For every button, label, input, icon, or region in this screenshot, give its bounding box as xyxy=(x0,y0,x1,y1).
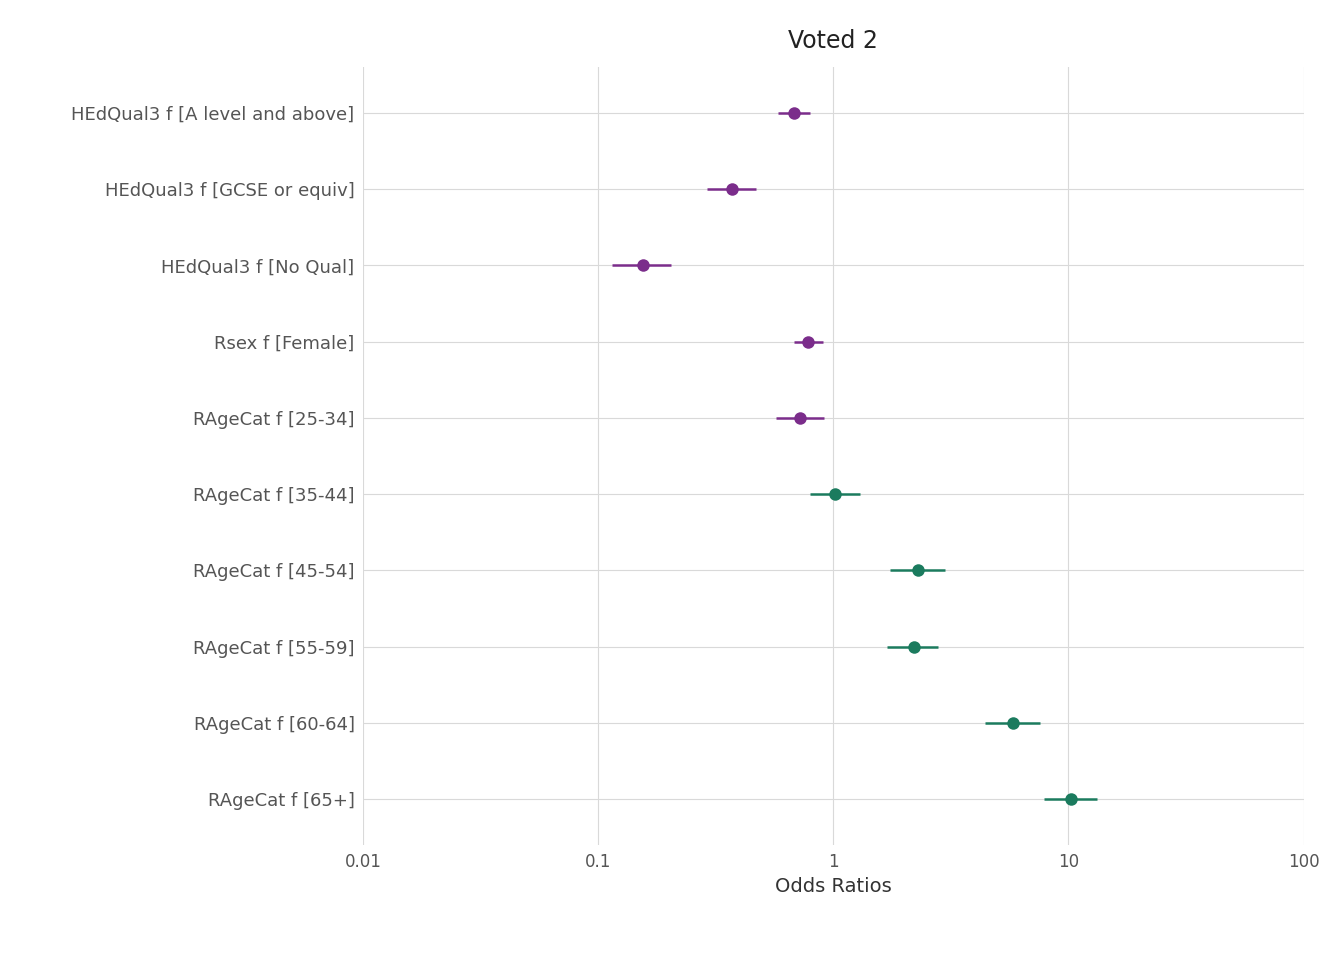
X-axis label: Odds Ratios: Odds Ratios xyxy=(775,876,891,896)
Title: Voted 2: Voted 2 xyxy=(789,29,878,53)
